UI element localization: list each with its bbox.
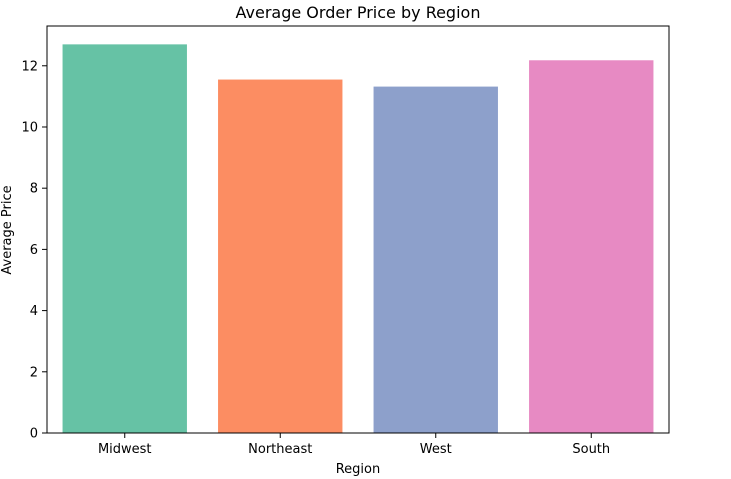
x-axis-ticks: Midwest Northeast West South (98, 433, 610, 457)
x-tick-label: West (420, 442, 452, 457)
bar-west (373, 86, 498, 434)
y-tick-label: 2 (30, 365, 38, 380)
bar-midwest (62, 44, 187, 433)
y-axis-ticks: 0 2 4 6 8 10 12 (21, 59, 47, 442)
plot-frame (46, 25, 670, 434)
x-tick-label: Midwest (98, 442, 152, 457)
chart-title: Average Order Price by Region (236, 3, 481, 22)
y-tick-label: 6 (30, 243, 38, 258)
axes-group (46, 25, 670, 434)
x-axis-label: Region (336, 462, 381, 477)
y-tick-label: 4 (30, 304, 38, 319)
x-tick-label: Northeast (248, 442, 312, 457)
bar-northeast (218, 79, 343, 433)
y-tick-label: 8 (30, 182, 38, 197)
y-axis-label: Average Price (0, 185, 15, 274)
x-tick-label: South (572, 442, 610, 457)
y-tick-label: 10 (21, 120, 38, 135)
bar-south (529, 60, 654, 434)
y-tick-label: 12 (21, 59, 38, 74)
bars-group (62, 44, 654, 434)
y-tick-label: 0 (30, 427, 38, 442)
